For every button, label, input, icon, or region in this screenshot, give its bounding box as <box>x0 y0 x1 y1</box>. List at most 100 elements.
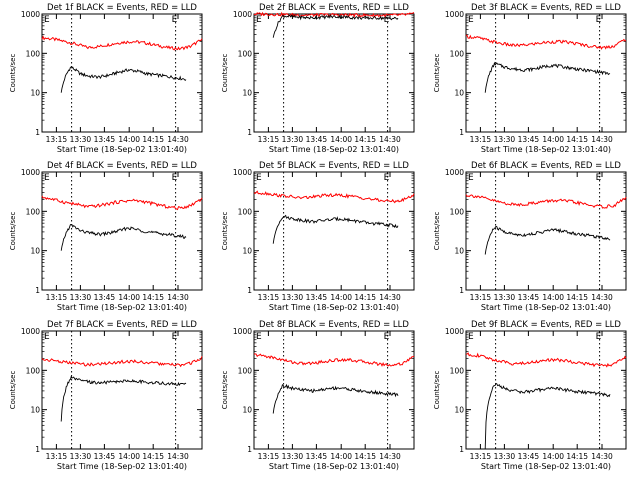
y-tick-label: 100 <box>450 366 465 375</box>
panel-title: Det 7f BLACK = Events, RED = LLD <box>47 320 197 330</box>
plot-frame <box>253 171 415 291</box>
x-tick-label: 13:45 <box>306 293 328 302</box>
x-tick-label: 13:30 <box>282 135 304 144</box>
y-tick-label: 10 <box>454 247 464 256</box>
x-tick-label: 14:30 <box>591 452 613 461</box>
series-lld-line <box>253 190 415 204</box>
y-tick-label: 1 <box>35 286 40 295</box>
series-lld-line <box>253 353 415 367</box>
x-tick-label: 13:15 <box>470 135 492 144</box>
series-events-line <box>60 375 187 422</box>
x-tick-label: 13:15 <box>258 452 280 461</box>
y-tick-label: 1 <box>459 286 464 295</box>
y-axis-label: Counts/sec <box>9 371 17 410</box>
marker-right: E <box>172 15 178 25</box>
y-tick-label: 100 <box>450 49 465 58</box>
plot-frame <box>41 13 203 133</box>
x-tick-label: 14:15 <box>142 293 164 302</box>
panel-det-2: Det 2f BLACK = Events, RED = LLD 1 10 100 10… <box>221 3 415 154</box>
y-tick-label: 1 <box>247 445 252 454</box>
y-tick-label: 100 <box>26 366 41 375</box>
y-tick-label: 1000 <box>233 168 252 177</box>
x-axis-label: Start Time (18-Sep-02 13:01:40) <box>269 303 399 312</box>
panel-det-9: Det 9f BLACK = Events, RED = LLD 1 10 100 10… <box>433 320 627 471</box>
x-axis-label: Start Time (18-Sep-02 13:01:40) <box>269 462 399 471</box>
x-tick-label: 14:00 <box>118 135 140 144</box>
x-tick-label: 13:45 <box>94 293 116 302</box>
panel-det-3: Det 3f BLACK = Events, RED = LLD 1 10 100 10… <box>433 3 627 154</box>
y-axis-label: Counts/sec <box>433 212 441 251</box>
marker-right: E <box>596 173 602 183</box>
panel-title: Det 4f BLACK = Events, RED = LLD <box>47 161 197 171</box>
x-tick-label: 14:30 <box>379 452 401 461</box>
marker-left: E <box>256 173 262 183</box>
x-tick-label: 14:30 <box>591 293 613 302</box>
panel-title: Det 3f BLACK = Events, RED = LLD <box>471 3 621 13</box>
y-tick-label: 1000 <box>21 10 40 19</box>
x-tick-label: 14:00 <box>118 452 140 461</box>
marker-left: E <box>44 173 50 183</box>
x-tick-label: 13:30 <box>70 293 92 302</box>
plot-frame <box>41 171 203 291</box>
y-tick-label: 100 <box>238 49 253 58</box>
x-tick-label: 14:15 <box>354 452 376 461</box>
x-tick-label: 14:15 <box>354 135 376 144</box>
series-events-line <box>484 382 611 450</box>
plot-frame <box>465 171 627 291</box>
panel-det-6: Det 6f BLACK = Events, RED = LLD 1 10 100 10… <box>433 161 627 312</box>
x-tick-label: 14:00 <box>542 293 564 302</box>
marker-left: E <box>256 332 262 342</box>
panel-title: Det 2f BLACK = Events, RED = LLD <box>259 3 409 13</box>
x-tick-label: 14:15 <box>566 135 588 144</box>
x-tick-label: 14:00 <box>118 293 140 302</box>
marker-left: E <box>44 15 50 25</box>
x-tick-label: 13:15 <box>258 293 280 302</box>
series-events-line <box>60 66 187 93</box>
x-tick-label: 13:15 <box>258 135 280 144</box>
y-tick-label: 1000 <box>21 168 40 177</box>
x-tick-label: 13:15 <box>46 293 68 302</box>
marker-left: E <box>468 173 474 183</box>
x-tick-label: 13:45 <box>94 452 116 461</box>
x-axis-label: Start Time (18-Sep-02 13:01:40) <box>57 303 187 312</box>
x-tick-label: 13:45 <box>518 293 540 302</box>
series-lld-line <box>465 352 627 368</box>
y-tick-label: 10 <box>30 406 40 415</box>
series-events-line <box>272 14 399 38</box>
x-axis-label: Start Time (18-Sep-02 13:01:40) <box>57 462 187 471</box>
y-tick-label: 1 <box>459 445 464 454</box>
marker-left: E <box>44 332 50 342</box>
y-tick-label: 1 <box>35 445 40 454</box>
x-tick-label: 13:45 <box>306 135 328 144</box>
y-tick-label: 100 <box>26 207 41 216</box>
y-tick-label: 1 <box>247 286 252 295</box>
panel-det-7: Det 7f BLACK = Events, RED = LLD 1 10 100 10… <box>9 320 203 471</box>
y-tick-label: 10 <box>242 247 252 256</box>
x-tick-label: 13:30 <box>282 293 304 302</box>
x-tick-label: 14:15 <box>566 293 588 302</box>
x-tick-label: 14:00 <box>330 452 352 461</box>
series-lld-line <box>41 356 203 368</box>
marker-right: E <box>384 15 390 25</box>
x-tick-label: 13:30 <box>494 135 516 144</box>
x-tick-label: 13:45 <box>306 452 328 461</box>
x-tick-label: 13:30 <box>494 293 516 302</box>
x-tick-label: 14:30 <box>379 293 401 302</box>
series-lld-line <box>465 34 627 50</box>
x-tick-label: 13:45 <box>94 135 116 144</box>
y-tick-label: 100 <box>238 207 253 216</box>
series-lld-line <box>41 195 203 211</box>
y-axis-label: Counts/sec <box>433 371 441 410</box>
x-tick-label: 14:00 <box>330 135 352 144</box>
x-tick-label: 13:15 <box>470 293 492 302</box>
y-tick-label: 1 <box>35 128 40 137</box>
x-axis-label: Start Time (18-Sep-02 13:01:40) <box>269 145 399 154</box>
plot-frame <box>253 330 415 450</box>
y-tick-label: 1000 <box>445 327 464 336</box>
y-axis-label: Counts/sec <box>221 212 229 251</box>
marker-left: E <box>468 332 474 342</box>
panel-title: Det 8f BLACK = Events, RED = LLD <box>259 320 409 330</box>
marker-right: E <box>172 332 178 342</box>
y-axis-label: Counts/sec <box>221 54 229 93</box>
series-events-line <box>272 214 399 244</box>
